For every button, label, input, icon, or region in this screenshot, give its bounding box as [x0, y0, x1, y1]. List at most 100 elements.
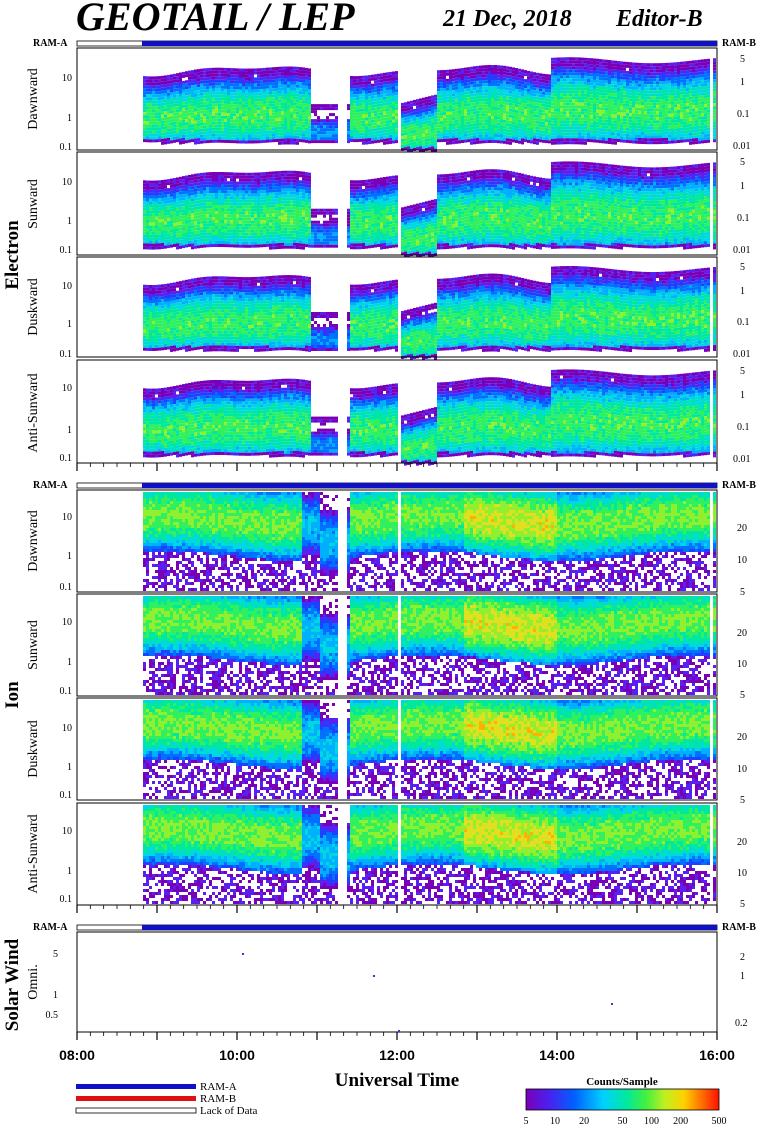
- solar-wind-point: [242, 953, 244, 955]
- right-tick: 20: [737, 837, 747, 848]
- left-tick: 1: [67, 551, 72, 562]
- right-tick: 1: [740, 77, 745, 88]
- colorbar-tick: 10: [550, 1116, 560, 1127]
- left-tick: 10: [62, 826, 72, 837]
- left-tick: 0.1: [60, 245, 73, 256]
- panel-electron-anti-sunward: Anti-Sunward 10 1 0.1 5 1 0.1 0.01: [26, 360, 751, 466]
- group-label-ion: Ion: [2, 681, 23, 709]
- panel-label: Dawnward: [26, 510, 41, 571]
- right-tick: 5: [740, 690, 745, 701]
- right-tick: 5: [740, 157, 745, 168]
- left-tick: 1: [67, 866, 72, 877]
- date-label: 21 Dec, 2018: [442, 6, 572, 32]
- panel-ion-sunward: Sunward 10 1 0.1 20 10 5: [26, 594, 747, 701]
- right-tick: 0.1: [737, 213, 750, 224]
- colorbar-tick: 50: [618, 1116, 628, 1127]
- solar-wind-point: [373, 975, 375, 977]
- right-tick: 5: [740, 587, 745, 598]
- colorbar-tick: 5: [524, 1116, 529, 1127]
- left-tick: 0.5: [46, 1010, 59, 1021]
- editor-label: Editor-B: [615, 6, 703, 32]
- left-tick: 10: [62, 177, 72, 188]
- colorbar-title: Counts/Sample: [586, 1076, 658, 1088]
- right-tick: 10: [737, 555, 747, 566]
- legend-label: Lack of Data: [200, 1105, 258, 1117]
- legend-swatch-ram-a: [76, 1084, 196, 1089]
- right-tick: 0.2: [735, 1018, 748, 1029]
- panel-ion-duskward: Duskward 10 1 0.1 20 10 5: [26, 698, 747, 806]
- left-tick: 1: [53, 990, 58, 1001]
- left-tick: 1: [67, 425, 72, 436]
- panel-label: Sunward: [26, 620, 41, 670]
- solar-wind-point: [398, 1030, 400, 1032]
- panel-electron-duskward: Duskward 10 1 0.1 5 1 0.1 0.01: [26, 257, 751, 360]
- x-axis-label: Universal Time: [335, 1070, 459, 1091]
- panel-label: Duskward: [26, 278, 41, 336]
- left-tick: 10: [62, 723, 72, 734]
- left-tick: 1: [67, 319, 72, 330]
- left-tick: 10: [62, 383, 72, 394]
- legend-label: RAM-B: [200, 1093, 236, 1105]
- panel-electron-sunward: Sunward 10 1 0.1 5 1 0.1 0.01: [26, 152, 751, 258]
- time-tick-label: 16:00: [699, 1047, 735, 1063]
- panel-label: Dawnward: [26, 68, 41, 129]
- group-label-solar-wind: Solar Wind: [2, 938, 23, 1031]
- right-tick: 1: [740, 971, 745, 982]
- right-tick: 0.01: [733, 245, 751, 256]
- right-tick: 2: [740, 952, 745, 963]
- right-tick: 10: [737, 868, 747, 879]
- right-tick: 0.01: [733, 141, 751, 152]
- time-tick-label: 14:00: [539, 1047, 575, 1063]
- left-tick: 0.1: [60, 349, 73, 360]
- left-tick: 0.1: [60, 686, 73, 697]
- colorbar-gradient: [526, 1089, 719, 1110]
- panel-label: Anti-Sunward: [26, 814, 41, 893]
- right-tick: 0.01: [733, 349, 751, 360]
- right-tick: 5: [740, 795, 745, 806]
- ram-b-label: RAM-B: [722, 922, 756, 933]
- right-tick: 1: [740, 390, 745, 401]
- left-tick: 0.1: [60, 142, 73, 153]
- right-tick: 10: [737, 764, 747, 775]
- panel-electron-dawnward: Dawnward 10 1 0.1 5 1 0.1 0.01: [26, 48, 751, 153]
- left-tick: 0.1: [60, 453, 73, 464]
- left-tick: 10: [62, 281, 72, 292]
- left-tick: 0.1: [60, 790, 73, 801]
- legend-label: RAM-A: [200, 1081, 237, 1093]
- ram-bar-solar-wind: RAM-A RAM-B: [33, 922, 756, 933]
- panel-label: Duskward: [26, 720, 41, 778]
- left-tick: 1: [67, 216, 72, 227]
- colorbar-tick: 100: [644, 1116, 659, 1127]
- colorbar: Counts/Sample 5 10 20 50 100 200 500: [524, 1076, 727, 1127]
- right-tick: 20: [737, 732, 747, 743]
- ram-bar-ion: RAM-A RAM-B: [33, 480, 756, 491]
- right-tick: 10: [737, 659, 747, 670]
- right-tick: 0.1: [737, 422, 750, 433]
- ram-bar-electron: RAM-A RAM-B: [33, 38, 756, 49]
- panel-label: Anti-Sunward: [26, 373, 41, 452]
- ram-a-label: RAM-A: [33, 480, 68, 491]
- ram-b-label: RAM-B: [722, 480, 756, 491]
- panel-label: Sunward: [26, 179, 41, 229]
- ram-a-label: RAM-A: [33, 38, 68, 49]
- panel-ion-dawnward: Dawnward 10 1 0.1 20 10 5: [26, 490, 747, 598]
- right-tick: 5: [740, 262, 745, 273]
- left-tick: 1: [67, 113, 72, 124]
- time-tick-label: 12:00: [379, 1047, 415, 1063]
- left-tick: 10: [62, 617, 72, 628]
- solar-wind-point: [611, 1003, 613, 1005]
- right-tick: 5: [740, 54, 745, 65]
- legend-swatch-ram-b: [76, 1096, 196, 1101]
- left-tick: 5: [53, 949, 58, 960]
- ram-legend: RAM-A RAM-B Lack of Data: [76, 1081, 258, 1117]
- right-tick: 1: [740, 286, 745, 297]
- ram-b-label: RAM-B: [722, 38, 756, 49]
- spectrogram-cells: [143, 700, 716, 799]
- legend-swatch-lack-of-data: [76, 1108, 196, 1113]
- plot-title: GEOTAIL / LEP: [76, 0, 355, 39]
- left-tick: 0.1: [60, 894, 73, 905]
- ram-a-label: RAM-A: [33, 922, 68, 933]
- time-tick-label: 08:00: [59, 1047, 95, 1063]
